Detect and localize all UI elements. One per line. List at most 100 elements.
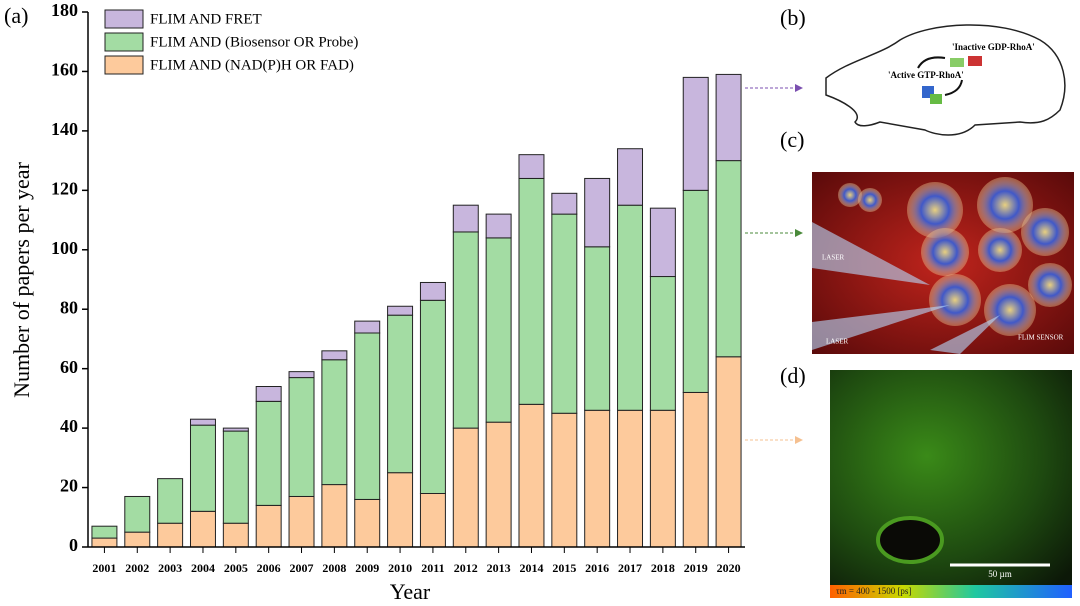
- bar-segment: [617, 409, 644, 548]
- bar-segment: [222, 522, 249, 548]
- bar-segment: [485, 237, 512, 423]
- bar-segment: [584, 409, 611, 548]
- y-tick-label: 120: [51, 178, 78, 198]
- bar-segment: [649, 207, 676, 278]
- cells: [838, 177, 1072, 336]
- bar-segment: [649, 276, 676, 411]
- x-tick-label: 2016: [585, 561, 609, 575]
- bar-segment: [551, 412, 578, 548]
- bar-segment: [584, 177, 611, 248]
- bar-segment: [518, 177, 545, 405]
- bar-segment: [617, 148, 644, 206]
- panel-label: (c): [780, 127, 804, 152]
- x-tick-label: 2009: [355, 561, 379, 575]
- y-tick-label: 180: [51, 0, 78, 20]
- bar-segment: [321, 350, 348, 361]
- annotation: LASER: [826, 338, 849, 346]
- bar-segment: [255, 504, 282, 548]
- bar-segment: [189, 510, 216, 548]
- x-tick-label: 2004: [191, 561, 215, 575]
- x-tick-label: 2015: [552, 561, 576, 575]
- x-tick-label: 2003: [158, 561, 182, 575]
- x-tick-label: 2011: [421, 561, 444, 575]
- bar-segment: [485, 213, 512, 239]
- legend-label: FLIM AND FRET: [150, 11, 262, 27]
- bar-segment: [584, 246, 611, 411]
- bar-segment: [288, 377, 315, 497]
- panel-label: (a): [4, 3, 28, 28]
- annotation: 'Active GTP-RhoA': [888, 70, 964, 80]
- annotation: 'Inactive GDP-RhoA': [952, 42, 1035, 52]
- x-tick-label: 2020: [717, 561, 741, 575]
- scale-label: 50 µm: [988, 569, 1011, 579]
- bar-segment: [255, 400, 282, 506]
- x-tick-label: 2006: [257, 561, 281, 575]
- protein-icon: [968, 56, 982, 66]
- x-tick-label: 2007: [290, 561, 314, 575]
- legend-swatch: [104, 9, 144, 29]
- bar-segment: [288, 495, 315, 548]
- annotation: LASER: [822, 254, 845, 262]
- bar-segment: [124, 495, 151, 533]
- bar-segment: [321, 359, 348, 486]
- bar-segment: [91, 537, 118, 548]
- arrow: [917, 56, 963, 96]
- bar-segment: [551, 192, 578, 215]
- x-tick-label: 2013: [487, 561, 511, 575]
- bar-segment: [124, 531, 151, 548]
- x-axis-title: Year: [390, 579, 431, 604]
- laser-beam: [930, 315, 1000, 354]
- bar-segment: [649, 409, 676, 548]
- bar-segment: [715, 160, 742, 358]
- x-tick-label: 2019: [684, 561, 708, 575]
- protein-icon: [930, 94, 942, 104]
- y-tick-label: 100: [51, 238, 78, 258]
- bar-segment: [452, 427, 479, 548]
- bar-segment: [518, 403, 545, 548]
- bar-segment: [157, 478, 184, 524]
- legend-label: FLIM AND (NAD(P)H OR FAD): [150, 57, 354, 73]
- bar-segment: [715, 73, 742, 162]
- bar-segment: [387, 305, 414, 316]
- mouse-outline: [825, 24, 1066, 136]
- legend-swatch: [104, 32, 144, 52]
- bar-segment: [189, 418, 216, 426]
- bar-segment: [419, 493, 446, 548]
- flim-image: [830, 370, 1072, 585]
- bar-segment: [485, 421, 512, 548]
- panel-label: (d): [780, 363, 806, 388]
- y-tick-label: 20: [60, 476, 78, 496]
- bar-segment: [419, 281, 446, 301]
- y-tick-label: 140: [51, 119, 78, 139]
- x-tick-label: 2017: [618, 561, 642, 575]
- bar-segment: [189, 424, 216, 512]
- bar-segment: [157, 522, 184, 548]
- bar-segment: [682, 76, 709, 191]
- bar-segment: [682, 189, 709, 393]
- colorbar: [830, 585, 1072, 598]
- bar-segment: [452, 231, 479, 429]
- protein-icon: [950, 58, 964, 67]
- y-tick-label: 160: [51, 60, 78, 80]
- legend-swatch: [104, 55, 144, 75]
- bar-segment: [551, 213, 578, 414]
- x-tick-label: 2012: [454, 561, 478, 575]
- panel-label: (b): [780, 5, 806, 30]
- bar-segment: [682, 391, 709, 548]
- bar-segment: [518, 154, 545, 179]
- bar-segment: [354, 498, 381, 548]
- laser-beam: [812, 222, 930, 285]
- x-tick-label: 2008: [322, 561, 346, 575]
- bar-segment: [617, 204, 644, 411]
- bar-segment: [452, 204, 479, 233]
- connector-head: [795, 84, 803, 92]
- y-tick-label: 0: [69, 535, 78, 555]
- x-tick-label: 2018: [651, 561, 675, 575]
- y-axis-title: Number of papers per year: [9, 161, 34, 397]
- bar-segment: [222, 430, 249, 524]
- image-feature: [876, 516, 944, 564]
- x-tick-label: 2002: [125, 561, 149, 575]
- bar-segment: [255, 386, 282, 402]
- x-tick-label: 2005: [224, 561, 248, 575]
